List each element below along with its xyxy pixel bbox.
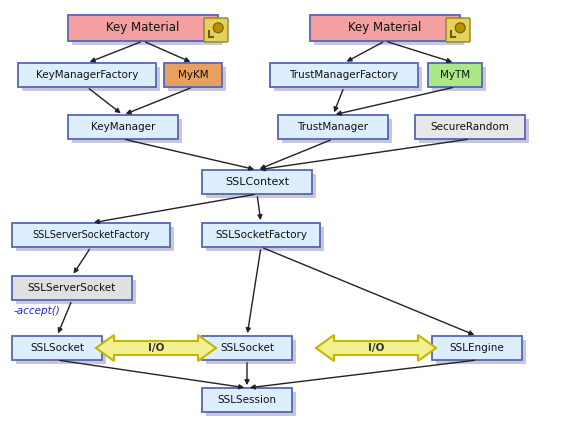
FancyBboxPatch shape [72, 19, 222, 45]
Text: TrustManagerFactory: TrustManagerFactory [289, 70, 399, 80]
FancyBboxPatch shape [314, 19, 464, 45]
Text: MyKM: MyKM [178, 70, 209, 80]
FancyBboxPatch shape [206, 340, 296, 364]
FancyBboxPatch shape [16, 340, 106, 364]
Text: Key Material: Key Material [349, 22, 422, 35]
Text: I/O: I/O [368, 343, 384, 353]
FancyBboxPatch shape [310, 15, 460, 41]
FancyBboxPatch shape [278, 115, 388, 139]
FancyBboxPatch shape [16, 280, 136, 304]
Text: SSLServerSocket: SSLServerSocket [28, 283, 116, 293]
FancyBboxPatch shape [270, 63, 418, 87]
Polygon shape [316, 335, 436, 361]
Text: SSLSocket: SSLSocket [220, 343, 274, 353]
FancyBboxPatch shape [206, 174, 316, 198]
FancyBboxPatch shape [428, 63, 482, 87]
FancyBboxPatch shape [16, 227, 174, 251]
FancyBboxPatch shape [204, 18, 228, 42]
Circle shape [455, 23, 465, 33]
Text: SecureRandom: SecureRandom [431, 122, 510, 132]
FancyBboxPatch shape [202, 223, 320, 247]
Text: KeyManagerFactory: KeyManagerFactory [36, 70, 138, 80]
FancyBboxPatch shape [432, 67, 486, 91]
FancyBboxPatch shape [274, 67, 422, 91]
FancyBboxPatch shape [446, 18, 470, 42]
Text: -accept(): -accept() [14, 306, 61, 316]
FancyBboxPatch shape [168, 67, 226, 91]
FancyBboxPatch shape [68, 115, 178, 139]
FancyBboxPatch shape [202, 170, 312, 194]
FancyBboxPatch shape [164, 63, 222, 87]
FancyBboxPatch shape [202, 336, 292, 360]
Text: SSLEngine: SSLEngine [450, 343, 504, 353]
Text: Key Material: Key Material [106, 22, 180, 35]
Polygon shape [96, 335, 216, 361]
FancyBboxPatch shape [18, 63, 156, 87]
Text: TrustManager: TrustManager [297, 122, 368, 132]
FancyBboxPatch shape [436, 340, 526, 364]
FancyBboxPatch shape [206, 392, 296, 416]
Text: SSLServerSocketFactory: SSLServerSocketFactory [32, 230, 150, 240]
FancyBboxPatch shape [12, 276, 132, 300]
Text: MyTM: MyTM [440, 70, 470, 80]
Text: I/O: I/O [148, 343, 164, 353]
Text: KeyManager: KeyManager [91, 122, 155, 132]
FancyBboxPatch shape [68, 15, 218, 41]
Text: SSLSocket: SSLSocket [30, 343, 84, 353]
FancyBboxPatch shape [72, 119, 182, 143]
FancyBboxPatch shape [206, 227, 324, 251]
Text: SSLSession: SSLSession [217, 395, 277, 405]
FancyBboxPatch shape [432, 336, 522, 360]
FancyBboxPatch shape [282, 119, 392, 143]
FancyBboxPatch shape [12, 223, 170, 247]
FancyBboxPatch shape [202, 388, 292, 412]
Circle shape [213, 23, 223, 33]
FancyBboxPatch shape [415, 115, 525, 139]
FancyBboxPatch shape [12, 336, 102, 360]
FancyBboxPatch shape [419, 119, 529, 143]
Text: SSLSocketFactory: SSLSocketFactory [215, 230, 307, 240]
FancyBboxPatch shape [22, 67, 160, 91]
Text: SSLContext: SSLContext [225, 177, 289, 187]
